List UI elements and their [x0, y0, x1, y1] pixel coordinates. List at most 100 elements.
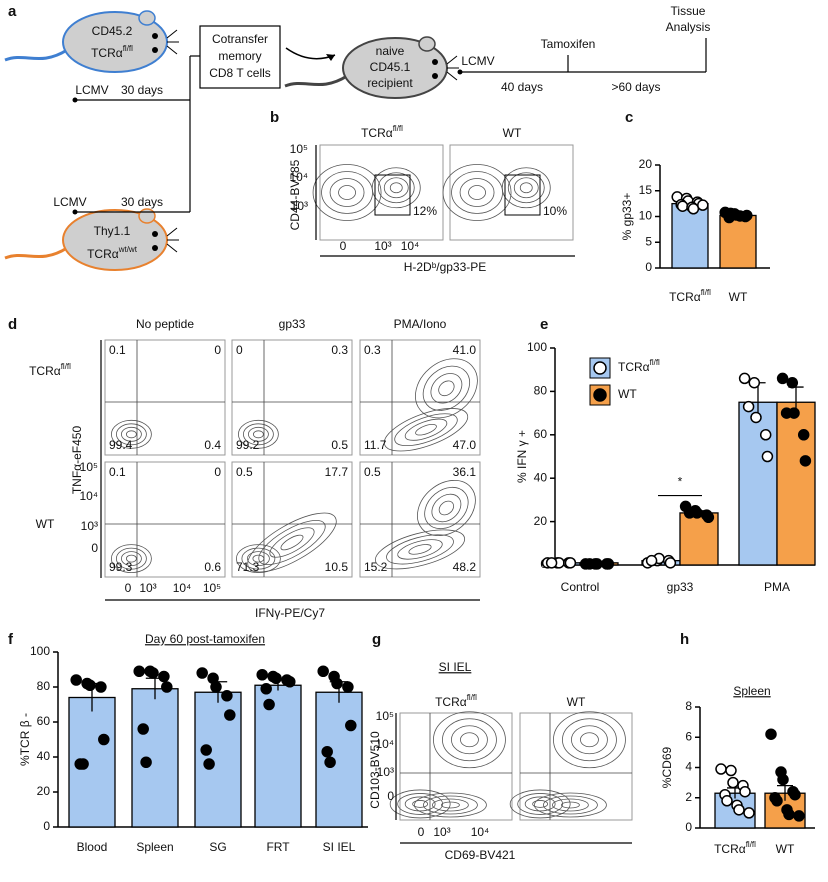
data-point — [780, 407, 793, 419]
contour — [237, 419, 279, 449]
y-tick-label: 6 — [685, 729, 692, 743]
x-tick-label: TCRαfl/fl — [714, 840, 756, 856]
data-point — [564, 557, 577, 569]
data-point — [725, 764, 737, 777]
contour — [415, 358, 478, 419]
y-tick-label: 60 — [37, 714, 51, 728]
quadrant-value: 47.0 — [453, 438, 477, 452]
quadrant-value: 0.3 — [364, 343, 381, 357]
timeline-dot — [72, 209, 78, 215]
y-tick-label: 8 — [685, 699, 692, 713]
x-tick-label: 10³ — [139, 581, 156, 595]
y-tick-label: 10⁴ — [289, 170, 308, 184]
data-point — [759, 429, 772, 441]
panel-letter: e — [540, 316, 548, 333]
panel-letter: a — [8, 3, 17, 20]
data-point — [786, 376, 799, 389]
contour — [120, 551, 142, 566]
timeline-label: >60 days — [611, 80, 660, 94]
row-label: TCRαfl/fl — [29, 362, 71, 378]
data-point — [224, 709, 236, 721]
gate — [504, 174, 541, 216]
x-tick-main: WT — [776, 842, 795, 856]
x-tick-label: WT — [776, 842, 795, 856]
x-tick-label: SI IEL — [323, 840, 356, 854]
data-point — [203, 758, 215, 770]
y-tick-label: 20 — [639, 157, 653, 171]
donor-genotype-main: TCRα — [87, 247, 119, 261]
contour — [433, 711, 506, 769]
x-tick-main: TCRα — [669, 290, 701, 304]
quadrant-value: 0.5 — [331, 438, 348, 452]
x-tick-label: gp33 — [667, 580, 694, 594]
x-tick-main: PMA — [764, 580, 790, 594]
contour — [438, 380, 455, 397]
data-point — [715, 763, 727, 775]
x-tick-label: WT — [729, 290, 748, 304]
y-axis-label: CD103-BV510 — [368, 731, 382, 809]
contour — [397, 539, 443, 560]
flow-plot — [399, 712, 513, 821]
y-tick-label: 0 — [685, 820, 692, 834]
contour — [460, 732, 479, 748]
x-tick-label: 10³ — [374, 239, 391, 253]
data-point — [256, 669, 268, 681]
gate-percent: 10% — [543, 204, 567, 218]
contour — [430, 373, 463, 404]
quadrant-value: 0.3 — [331, 343, 348, 357]
legend-marker — [593, 361, 607, 375]
panel-letter: d — [8, 316, 17, 333]
bar — [671, 202, 709, 269]
quadrant-value: 99.2 — [236, 438, 260, 452]
bar — [315, 691, 363, 828]
x-tick-main: WT — [729, 290, 748, 304]
panel-letter: b — [270, 109, 279, 126]
contour — [422, 365, 471, 411]
contour — [115, 547, 147, 570]
bar — [131, 688, 179, 828]
contour — [408, 544, 432, 555]
data-point — [727, 776, 739, 789]
quadrant-value: 99.4 — [109, 438, 133, 452]
panel-letter: c — [625, 109, 633, 126]
x-tick-label: SG — [209, 840, 226, 854]
contour — [532, 800, 549, 808]
contour — [562, 718, 617, 762]
x-axis-label: H-2Dᵇ/gp33-PE — [404, 260, 487, 274]
x-tick-label: 0 — [125, 581, 132, 595]
data-point — [284, 676, 296, 688]
data-point — [761, 450, 774, 463]
legend-name: TCRα — [618, 360, 650, 374]
data-point — [702, 511, 715, 524]
y-tick-label: 0 — [387, 789, 394, 803]
transfer-arrow — [285, 47, 336, 60]
y-axis-label: % gp33+ — [620, 193, 634, 241]
contour — [438, 500, 455, 516]
x-tick-main: SG — [209, 840, 226, 854]
timeline-label: Tissue — [671, 4, 706, 18]
column-title: PMA/Iono — [394, 317, 447, 331]
quadrant-value: 17.7 — [325, 465, 349, 479]
y-tick-label: 0 — [645, 260, 652, 274]
x-tick-label: 10⁵ — [203, 581, 221, 595]
x-tick-label: Blood — [77, 840, 108, 854]
data-point — [545, 557, 558, 569]
plot-title: TCRαfl/fl — [361, 124, 403, 140]
quadrant-value: 0 — [214, 343, 221, 357]
contour — [552, 798, 589, 812]
contour — [571, 725, 608, 755]
transfer-box — [199, 25, 281, 89]
contour — [115, 423, 147, 446]
contour — [374, 529, 466, 570]
donor-genotype: TCRαwt/wt — [87, 245, 138, 261]
x-tick-label: Control — [561, 580, 600, 594]
row-label-sup: fl/fl — [61, 362, 71, 371]
data-point — [777, 773, 789, 786]
data-point — [221, 690, 233, 702]
contour — [235, 544, 281, 573]
quadrant-value: 10.5 — [325, 560, 349, 574]
y-tick-label: 80 — [534, 384, 548, 398]
x-tick-label: 0 — [418, 825, 425, 839]
bar — [254, 684, 302, 828]
data-point — [724, 207, 737, 220]
